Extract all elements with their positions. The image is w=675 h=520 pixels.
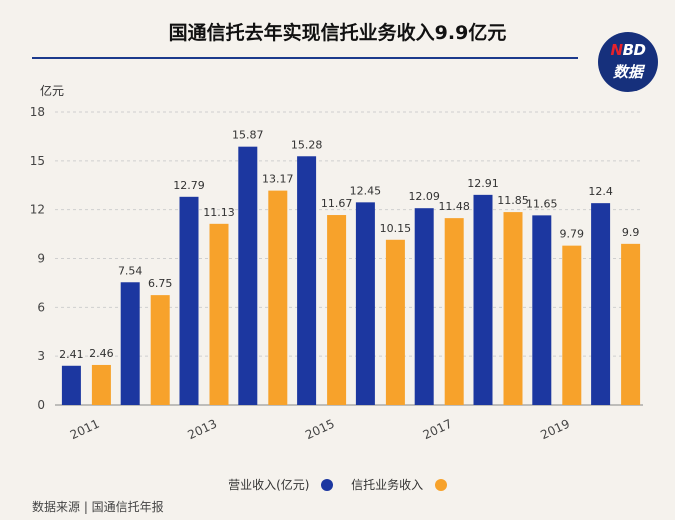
data-label: 13.17 — [262, 173, 294, 186]
bar-series1 — [473, 194, 493, 405]
y-tick-label: 6 — [37, 300, 45, 314]
bar-series1 — [355, 202, 375, 405]
legend-item-series2: 信托业务收入 — [351, 476, 447, 493]
y-tick-label: 18 — [30, 105, 45, 119]
data-label: 10.15 — [380, 222, 412, 235]
data-label: 6.75 — [148, 277, 173, 290]
data-label: 2.41 — [59, 348, 84, 361]
nbd-logo: NBD 数据 — [598, 32, 658, 92]
bar-series1 — [238, 146, 258, 405]
logo-letter-n: N — [610, 41, 624, 59]
bar-series2 — [562, 245, 582, 405]
bar-series2 — [327, 215, 347, 405]
data-label: 9.79 — [560, 228, 585, 241]
x-tick-label: 2019 — [538, 417, 572, 443]
x-tick-label: 2017 — [421, 417, 455, 443]
data-label: 12.4 — [588, 185, 613, 198]
chart-title: 国通信托去年实现信托业务收入9.9亿元 — [168, 22, 507, 44]
bar-series1 — [591, 203, 611, 405]
bar-series1 — [532, 215, 552, 405]
bar-series1 — [297, 156, 317, 405]
data-label: 12.09 — [408, 190, 440, 203]
logo-letters-bd: BD — [622, 41, 646, 59]
data-label: 15.87 — [232, 129, 264, 142]
y-tick-label: 0 — [37, 398, 45, 412]
data-label: 11.67 — [321, 197, 353, 210]
title-divider — [32, 57, 578, 59]
bar-series2 — [621, 243, 641, 405]
bar-series2 — [503, 212, 523, 405]
data-label: 2.46 — [89, 347, 114, 360]
data-label: 12.45 — [350, 184, 382, 197]
x-tick-label: 2015 — [303, 417, 337, 443]
bar-series2 — [385, 239, 405, 405]
y-tick-label: 12 — [30, 203, 45, 217]
bar-series2 — [268, 190, 288, 405]
data-label: 12.79 — [173, 179, 205, 192]
legend-dot-series2 — [434, 479, 447, 491]
y-tick-label: 9 — [37, 252, 45, 266]
bar-series2 — [150, 295, 170, 405]
bar-series2 — [444, 218, 464, 405]
legend-label-series2: 信托业务收入 — [351, 478, 424, 492]
bar-series2 — [91, 364, 111, 405]
data-label: 11.65 — [526, 197, 558, 210]
legend-item-series1: 营业收入(亿元) — [228, 476, 334, 493]
data-label: 11.48 — [438, 200, 470, 213]
data-label: 12.91 — [467, 177, 499, 190]
logo-subtitle: 数据 — [612, 63, 643, 81]
data-label: 7.54 — [118, 264, 143, 277]
y-tick-label: 15 — [30, 154, 45, 168]
legend-label-series1: 营业收入(亿元) — [228, 478, 310, 492]
data-label: 11.13 — [203, 206, 235, 219]
legend-dot-series1 — [321, 479, 334, 491]
data-label: 11.85 — [497, 194, 529, 207]
legend: 营业收入(亿元) 信托业务收入 — [0, 476, 675, 493]
bar-series2 — [209, 223, 229, 405]
bar-series1 — [120, 282, 140, 405]
bar-series1 — [179, 196, 199, 405]
y-tick-label: 3 — [37, 349, 45, 363]
bar-series1 — [414, 208, 434, 405]
bar-series1 — [61, 365, 81, 405]
data-label: 15.28 — [291, 138, 323, 151]
data-label: 9.9 — [622, 226, 640, 239]
y-axis-unit-label: 亿元 — [40, 84, 65, 98]
x-tick-label: 2011 — [68, 417, 102, 443]
data-source-note: 数据来源 | 国通信托年报 — [32, 500, 164, 514]
x-tick-label: 2013 — [186, 417, 220, 443]
